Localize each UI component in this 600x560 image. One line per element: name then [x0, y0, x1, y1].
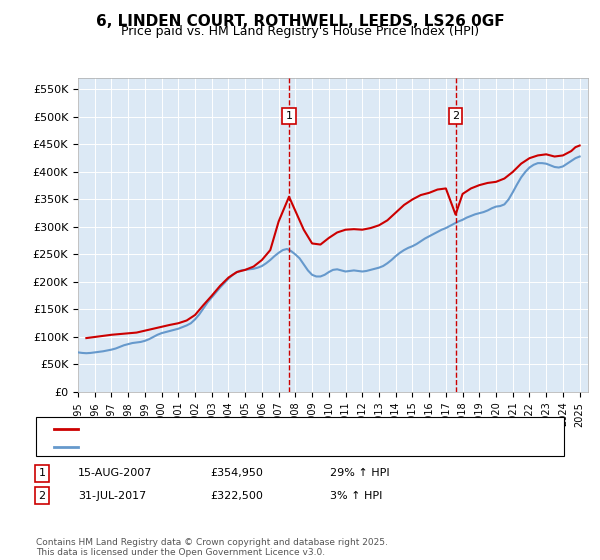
Text: 1: 1: [38, 468, 46, 478]
Text: £322,500: £322,500: [210, 491, 263, 501]
Text: 3% ↑ HPI: 3% ↑ HPI: [330, 491, 382, 501]
Text: 6, LINDEN COURT, ROTHWELL, LEEDS, LS26 0GF: 6, LINDEN COURT, ROTHWELL, LEEDS, LS26 0…: [95, 14, 505, 29]
Text: HPI: Average price, detached house, Leeds: HPI: Average price, detached house, Leed…: [84, 442, 307, 451]
Text: 2: 2: [38, 491, 46, 501]
Text: 6, LINDEN COURT, ROTHWELL, LEEDS, LS26 0GF (detached house): 6, LINDEN COURT, ROTHWELL, LEEDS, LS26 0…: [84, 424, 430, 434]
Text: 2: 2: [452, 111, 459, 121]
Text: 29% ↑ HPI: 29% ↑ HPI: [330, 468, 389, 478]
Text: 31-JUL-2017: 31-JUL-2017: [78, 491, 146, 501]
Text: Price paid vs. HM Land Registry's House Price Index (HPI): Price paid vs. HM Land Registry's House …: [121, 25, 479, 38]
Text: 1: 1: [286, 111, 293, 121]
Text: Contains HM Land Registry data © Crown copyright and database right 2025.
This d: Contains HM Land Registry data © Crown c…: [36, 538, 388, 557]
Text: £354,950: £354,950: [210, 468, 263, 478]
Text: 15-AUG-2007: 15-AUG-2007: [78, 468, 152, 478]
